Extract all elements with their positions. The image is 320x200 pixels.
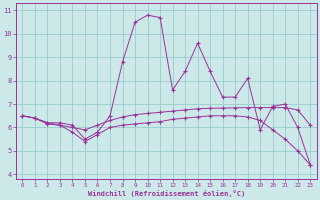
X-axis label: Windchill (Refroidissement éolien,°C): Windchill (Refroidissement éolien,°C) [88, 190, 245, 197]
